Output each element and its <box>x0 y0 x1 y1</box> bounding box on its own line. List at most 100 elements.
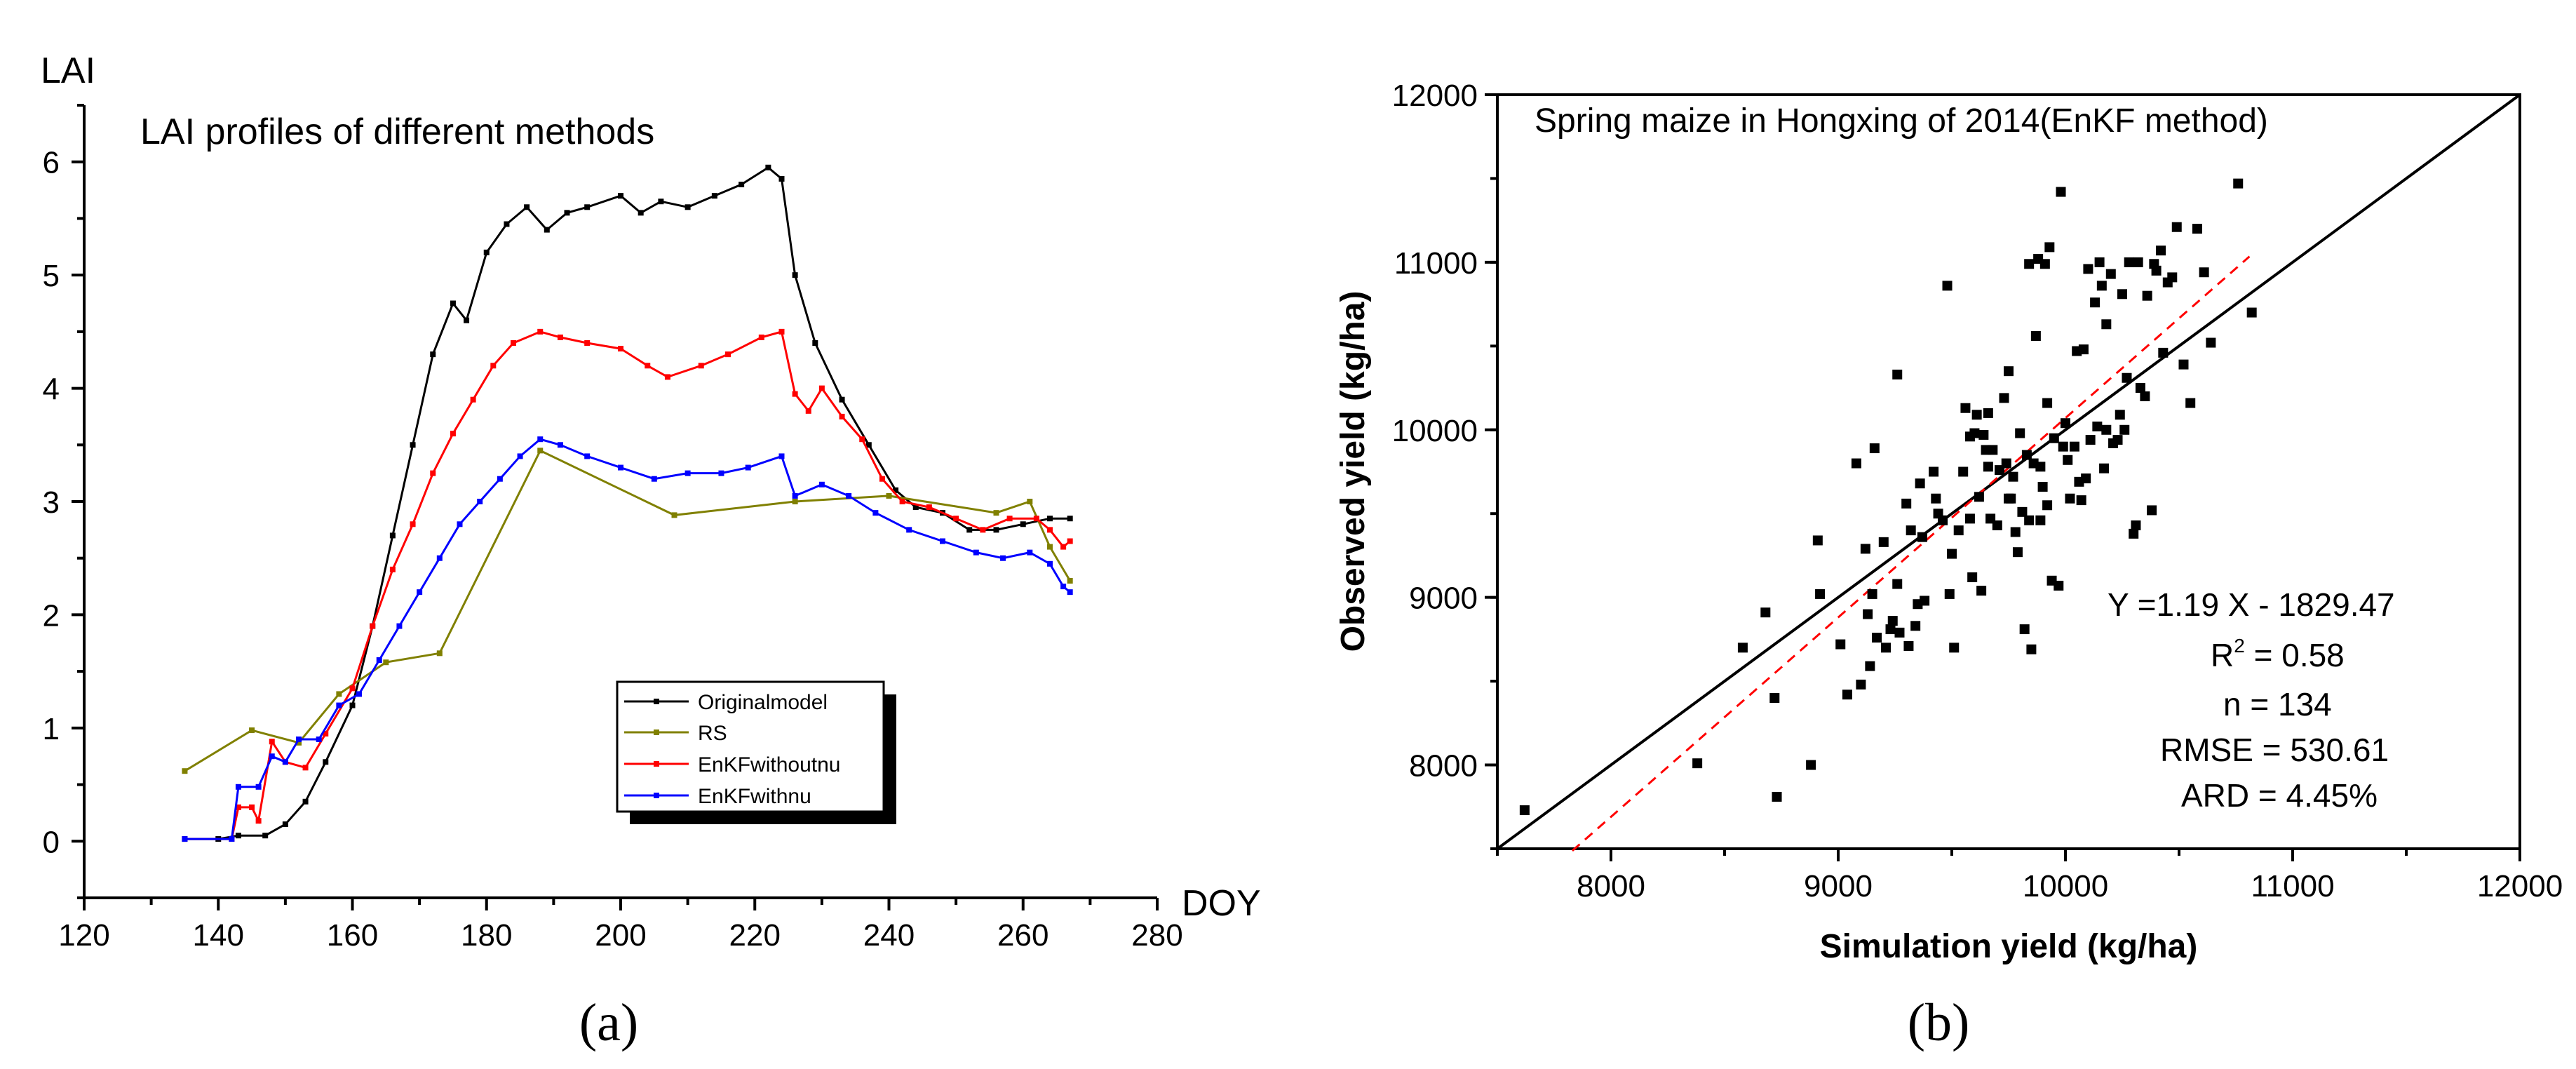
series-point-enkfwithnu <box>792 492 798 499</box>
series-point-enkfwithoutnu <box>389 566 396 572</box>
scatter-point <box>2233 178 2244 189</box>
scatter-point <box>1953 525 1964 536</box>
series-point-originalmodel <box>658 199 664 205</box>
panel-b-stats: Y =1.19 X - 1829.47 R2 = 0.58 n = 134 RM… <box>2108 586 2395 814</box>
series-point-enkfwithoutnu <box>818 385 825 391</box>
series-point-originalmodel <box>450 300 456 307</box>
series-point-enkfwithoutnu <box>349 685 356 692</box>
scatter-point <box>2021 450 2032 460</box>
series-point-enkfwithnu <box>316 737 322 742</box>
scatter-point <box>2044 242 2055 253</box>
scatter-point <box>2004 366 2014 377</box>
scatter-point <box>1958 466 1969 477</box>
series-point-enkfwithoutnu <box>953 516 959 522</box>
scatter-point <box>2015 428 2025 438</box>
scatter-point <box>1969 428 1980 438</box>
series-point-enkfwithnu <box>872 510 879 516</box>
scatter-point <box>2096 281 2107 291</box>
scatter-point <box>1860 544 1870 554</box>
scatter-point <box>2129 528 2139 539</box>
panel-a-ylabel: LAI <box>41 51 95 91</box>
series-point-enkfwithnu <box>436 555 443 561</box>
scatter-point <box>2122 372 2132 383</box>
sample-count: n = 134 <box>2223 686 2332 722</box>
series-point-originalmodel <box>235 833 241 839</box>
scatter-point <box>2206 337 2216 348</box>
scatter-point <box>2056 187 2066 197</box>
scatter-point <box>1881 643 1891 653</box>
series-point-originalmodel <box>993 527 999 533</box>
series-point-enkfwithoutnu <box>470 396 476 403</box>
series-point-enkfwithnu <box>557 442 563 448</box>
panel-a-title: LAI profiles of different methods <box>140 112 654 152</box>
series-point-originalmodel <box>1067 516 1073 522</box>
series-point-enkfwithoutnu <box>511 340 516 346</box>
series-point-enkfwithnu <box>376 657 382 663</box>
series-point-rs <box>1027 499 1033 504</box>
panel-a-xtick-label: 200 <box>595 918 646 953</box>
panel-a-xtick-label: 280 <box>1131 918 1182 953</box>
series-point-originalmodel <box>618 193 623 199</box>
panel-a-ytick-label: 0 <box>43 825 60 859</box>
scatter-point <box>2167 272 2178 283</box>
scatter-point <box>1944 589 1955 599</box>
scatter-point <box>2101 319 2112 330</box>
panel-b-ytick-label: 12000 <box>1392 79 1478 113</box>
panel-a-xtick-label: 160 <box>327 918 378 953</box>
scatter-point <box>2037 482 2048 492</box>
scatter-point <box>2112 435 2123 445</box>
rmse: RMSE = 530.61 <box>2160 732 2389 768</box>
scatter-point <box>1974 492 1984 502</box>
series-point-enkfwithnu <box>618 464 623 471</box>
series-point-enkfwithnu <box>1047 560 1053 567</box>
series-point-originalmodel <box>893 487 899 493</box>
series-point-enkfwithnu <box>651 476 657 482</box>
series-point-enkfwithoutnu <box>370 623 376 629</box>
panel-a-ytick-label: 6 <box>43 146 60 180</box>
scatter-point <box>2078 344 2089 355</box>
series-line-rs <box>184 449 1071 772</box>
panel-a-xtick-label: 260 <box>997 918 1048 953</box>
series-point-enkfwithoutnu <box>302 765 309 771</box>
series-point-enkfwithoutnu <box>1033 516 1039 522</box>
scatter-point <box>1901 498 1912 509</box>
scatter-point <box>2042 398 2053 408</box>
series-point-rs <box>886 492 892 499</box>
series-point-enkfwithnu <box>356 691 363 697</box>
scatter-point <box>2035 462 2046 472</box>
series-point-originalmodel <box>323 759 329 765</box>
panel-b-xtick-label: 11000 <box>2251 869 2334 903</box>
scatter-point <box>1906 525 1916 536</box>
scatter-point <box>1920 596 1930 606</box>
series-point-rs <box>249 727 255 734</box>
scatter-point <box>2147 505 2157 516</box>
series-point-enkfwithoutnu <box>926 504 932 511</box>
scatter-point <box>1949 643 1960 653</box>
series-point-enkfwithnu <box>584 453 591 459</box>
series-point-enkfwithoutnu <box>1060 544 1067 550</box>
scatter-point <box>1856 679 1866 690</box>
series-point-originalmodel <box>544 227 550 233</box>
series-point-rs <box>993 510 999 516</box>
scatter-point <box>2017 506 2028 517</box>
scatter-point <box>1842 690 1852 700</box>
series-point-enkfwithnu <box>517 453 523 459</box>
series-point-rs <box>296 739 302 746</box>
series-point-enkfwithnu <box>685 470 691 476</box>
scatter-point <box>2158 347 2169 358</box>
series-point-enkfwithnu <box>296 737 302 742</box>
series-point-originalmodel <box>430 351 436 358</box>
series-point-enkfwithnu <box>1060 584 1067 590</box>
scatter-point <box>2024 515 2035 525</box>
series-point-originalmodel <box>464 317 470 323</box>
scatter-point <box>2131 520 2141 530</box>
panel-b-title: Spring maize in Hongxing of 2014(EnKF me… <box>1535 102 2268 140</box>
scatter-point <box>2099 463 2110 473</box>
scatter-point <box>2035 515 2046 525</box>
legend-marker-rs <box>654 730 659 735</box>
series-point-enkfwithnu <box>745 464 751 471</box>
scatter-point <box>1887 616 1898 626</box>
series-point-enkfwithoutnu <box>805 408 811 414</box>
series-point-rs <box>436 650 443 657</box>
scatter-point <box>1992 520 2002 530</box>
